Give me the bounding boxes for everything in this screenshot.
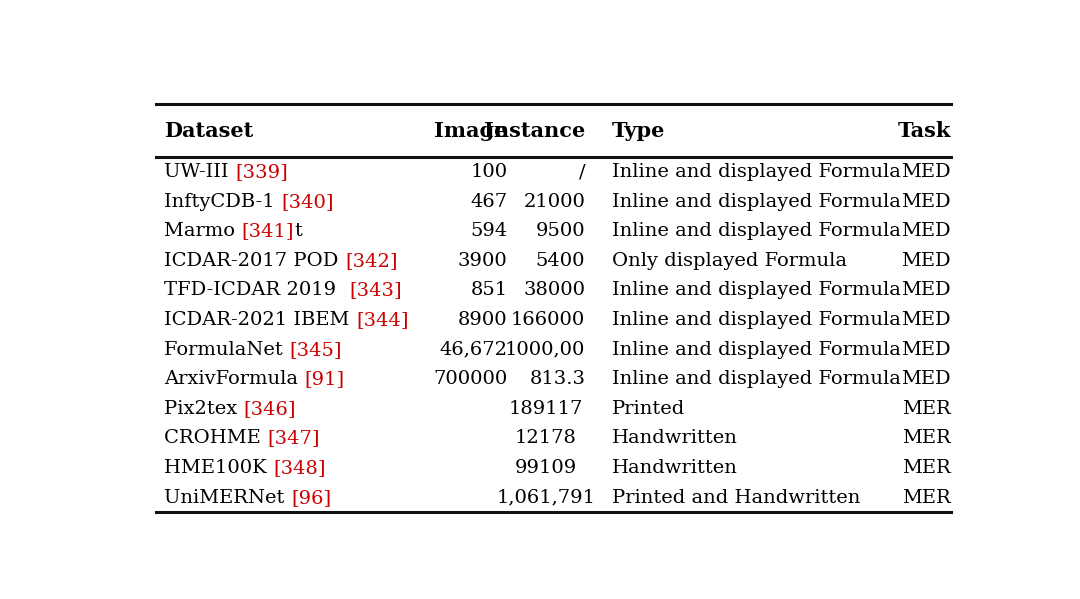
Text: MER: MER bbox=[902, 400, 951, 418]
Text: [344]: [344] bbox=[356, 311, 408, 329]
Text: 8900: 8900 bbox=[458, 311, 508, 329]
Text: HME100K: HME100K bbox=[164, 459, 273, 477]
Text: [348]: [348] bbox=[273, 459, 326, 477]
Text: Type: Type bbox=[612, 120, 665, 141]
Text: [342]: [342] bbox=[345, 252, 397, 270]
Text: [341]: [341] bbox=[242, 222, 294, 240]
Text: Inline and displayed Formula: Inline and displayed Formula bbox=[612, 341, 901, 359]
Text: Only displayed Formula: Only displayed Formula bbox=[612, 252, 847, 270]
Text: 3900: 3900 bbox=[458, 252, 508, 270]
Text: Printed: Printed bbox=[612, 400, 686, 418]
Text: 99109: 99109 bbox=[515, 459, 577, 477]
Text: MER: MER bbox=[902, 459, 951, 477]
Text: Inline and displayed Formula: Inline and displayed Formula bbox=[612, 163, 901, 181]
Text: /: / bbox=[579, 163, 585, 181]
Text: Pix2tex: Pix2tex bbox=[164, 400, 244, 418]
Text: Inline and displayed Formula: Inline and displayed Formula bbox=[612, 370, 901, 388]
Text: 467: 467 bbox=[471, 193, 508, 211]
Text: Marmo: Marmo bbox=[164, 222, 242, 240]
Text: Dataset: Dataset bbox=[164, 120, 254, 141]
Text: MED: MED bbox=[902, 341, 951, 359]
Text: ICDAR-2021 IBEM: ICDAR-2021 IBEM bbox=[164, 311, 356, 329]
Text: 700000: 700000 bbox=[433, 370, 508, 388]
Text: [347]: [347] bbox=[267, 429, 320, 447]
Text: Handwritten: Handwritten bbox=[612, 429, 738, 447]
Text: MED: MED bbox=[902, 282, 951, 300]
Text: 813.3: 813.3 bbox=[529, 370, 585, 388]
Text: 100: 100 bbox=[471, 163, 508, 181]
Text: ICDAR-2017 POD: ICDAR-2017 POD bbox=[164, 252, 345, 270]
Text: 21000: 21000 bbox=[524, 193, 585, 211]
Text: 38000: 38000 bbox=[524, 282, 585, 300]
Text: Inline and displayed Formula: Inline and displayed Formula bbox=[612, 311, 901, 329]
Text: InftyCDB-1: InftyCDB-1 bbox=[164, 193, 281, 211]
Text: Inline and displayed Formula: Inline and displayed Formula bbox=[612, 222, 901, 240]
Text: MED: MED bbox=[902, 370, 951, 388]
Text: MED: MED bbox=[902, 222, 951, 240]
Text: 166000: 166000 bbox=[511, 311, 585, 329]
Text: Instance: Instance bbox=[484, 120, 585, 141]
Text: TFD-ICDAR 2019: TFD-ICDAR 2019 bbox=[164, 282, 349, 300]
Text: CROHME: CROHME bbox=[164, 429, 267, 447]
Text: ArxivFormula: ArxivFormula bbox=[164, 370, 305, 388]
Text: MED: MED bbox=[902, 163, 951, 181]
Text: [91]: [91] bbox=[305, 370, 345, 388]
Text: [345]: [345] bbox=[289, 341, 341, 359]
Text: Handwritten: Handwritten bbox=[612, 459, 738, 477]
Text: Printed and Handwritten: Printed and Handwritten bbox=[612, 489, 861, 507]
Text: 1000,00: 1000,00 bbox=[505, 341, 585, 359]
Text: UniMERNet: UniMERNet bbox=[164, 489, 291, 507]
Text: [96]: [96] bbox=[291, 489, 332, 507]
Text: MED: MED bbox=[902, 311, 951, 329]
Text: t: t bbox=[294, 222, 302, 240]
Text: Task: Task bbox=[897, 120, 951, 141]
Text: 12178: 12178 bbox=[515, 429, 577, 447]
Text: [343]: [343] bbox=[349, 282, 402, 300]
Text: 189117: 189117 bbox=[509, 400, 583, 418]
Text: [340]: [340] bbox=[281, 193, 334, 211]
Text: 46,672: 46,672 bbox=[440, 341, 508, 359]
Text: FormulaNet: FormulaNet bbox=[164, 341, 289, 359]
Text: 5400: 5400 bbox=[536, 252, 585, 270]
Text: 594: 594 bbox=[470, 222, 508, 240]
Text: [346]: [346] bbox=[244, 400, 296, 418]
Text: MER: MER bbox=[902, 489, 951, 507]
Text: UW-III: UW-III bbox=[164, 163, 235, 181]
Text: Image: Image bbox=[434, 120, 508, 141]
Text: MER: MER bbox=[902, 429, 951, 447]
Text: 851: 851 bbox=[471, 282, 508, 300]
Text: Inline and displayed Formula: Inline and displayed Formula bbox=[612, 193, 901, 211]
Text: MED: MED bbox=[902, 252, 951, 270]
Text: Inline and displayed Formula: Inline and displayed Formula bbox=[612, 282, 901, 300]
Text: 9500: 9500 bbox=[536, 222, 585, 240]
Text: 1,061,791: 1,061,791 bbox=[497, 489, 595, 507]
Text: MED: MED bbox=[902, 193, 951, 211]
Text: [339]: [339] bbox=[235, 163, 287, 181]
